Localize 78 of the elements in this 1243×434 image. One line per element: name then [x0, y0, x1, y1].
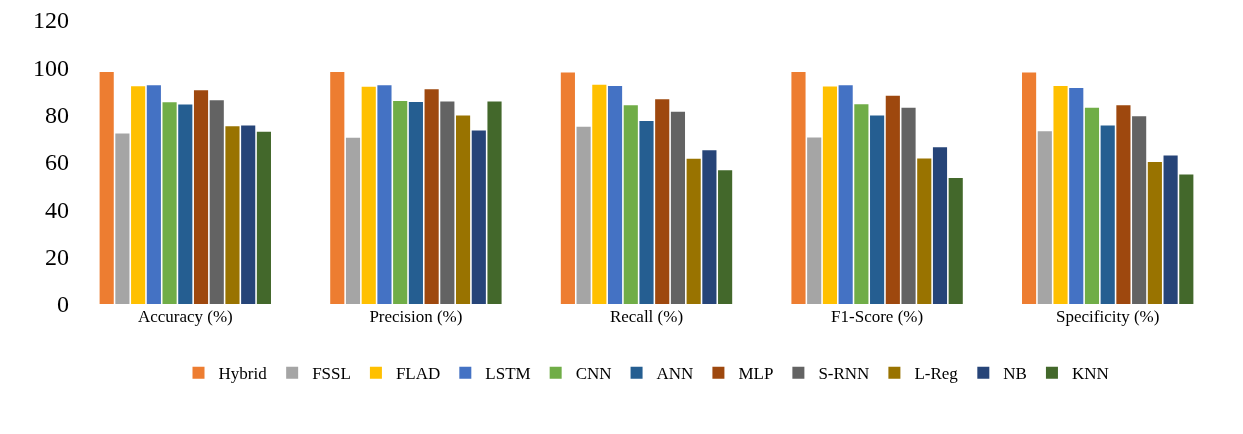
bar — [607, 86, 623, 304]
bar — [1022, 72, 1037, 304]
bar — [718, 170, 733, 304]
bar — [655, 99, 670, 304]
bar — [822, 86, 838, 304]
legend-label: CNN — [575, 364, 612, 384]
bar — [623, 105, 638, 304]
bar — [901, 107, 916, 304]
bar — [393, 100, 408, 304]
bar — [146, 85, 161, 304]
legend-label: MLP — [738, 364, 774, 384]
bar — [917, 158, 932, 304]
bar — [948, 178, 963, 304]
x-tick-label: Accuracy (%) — [137, 307, 233, 326]
bar — [256, 131, 271, 304]
legend-label: FLAD — [395, 364, 441, 384]
bar — [241, 125, 256, 304]
bar — [440, 101, 455, 304]
bar — [885, 95, 900, 304]
x-tick-label: F1-Score (%) — [831, 307, 924, 326]
legend-label: ANN — [656, 364, 694, 384]
bar — [791, 72, 806, 304]
bar — [131, 86, 146, 304]
legend-label: NB — [1003, 364, 1027, 384]
legend-label: LSTM — [485, 364, 531, 384]
legend-label: FSSL — [312, 364, 351, 384]
x-tick-label: Recall (%) — [609, 307, 684, 326]
bar — [330, 72, 345, 304]
x-tick-label: Precision (%) — [369, 307, 463, 326]
bar — [361, 86, 376, 304]
bar — [702, 150, 717, 304]
bar — [560, 72, 575, 304]
bar — [345, 137, 361, 304]
bar — [1053, 86, 1068, 304]
y-tick-label: 40 — [45, 196, 69, 223]
bar — [1179, 174, 1194, 304]
legend-label: S-RNN — [818, 364, 870, 384]
bar — [193, 90, 209, 304]
bar — [854, 104, 869, 304]
bar — [576, 126, 591, 304]
bar — [838, 85, 853, 304]
bar — [1163, 155, 1178, 304]
bar — [487, 101, 502, 304]
bar — [1069, 87, 1084, 304]
bar — [670, 111, 686, 304]
y-tick-label: 0 — [57, 291, 69, 318]
bar — [408, 101, 423, 304]
bar — [115, 133, 130, 304]
bar — [471, 130, 486, 304]
y-tick-label: 120 — [33, 7, 69, 34]
legend-label: KNN — [1071, 364, 1109, 384]
bar — [1037, 131, 1052, 304]
bar — [1147, 162, 1162, 304]
bar — [225, 126, 240, 304]
legend-label: Hybrid — [218, 364, 268, 384]
bar — [1084, 107, 1100, 304]
bar — [932, 147, 948, 304]
bar — [1100, 125, 1115, 304]
bar — [377, 85, 392, 304]
bar — [870, 115, 885, 304]
x-tick-label: Specificity (%) — [1056, 307, 1160, 326]
bar — [455, 115, 471, 304]
bar — [639, 121, 654, 304]
bar — [424, 89, 439, 304]
y-tick-label: 80 — [45, 102, 69, 129]
y-tick-label: 20 — [45, 244, 69, 271]
y-tick-label: 100 — [33, 54, 69, 81]
bar — [686, 158, 701, 304]
legend-label: L-Reg — [914, 364, 959, 384]
bar — [1132, 116, 1147, 304]
y-tick-label: 60 — [45, 149, 69, 176]
bar — [1116, 105, 1131, 304]
bar — [178, 104, 193, 304]
bar — [807, 137, 822, 304]
bar — [99, 72, 114, 304]
bar — [592, 84, 607, 304]
bar — [209, 100, 224, 304]
bar — [162, 102, 177, 304]
